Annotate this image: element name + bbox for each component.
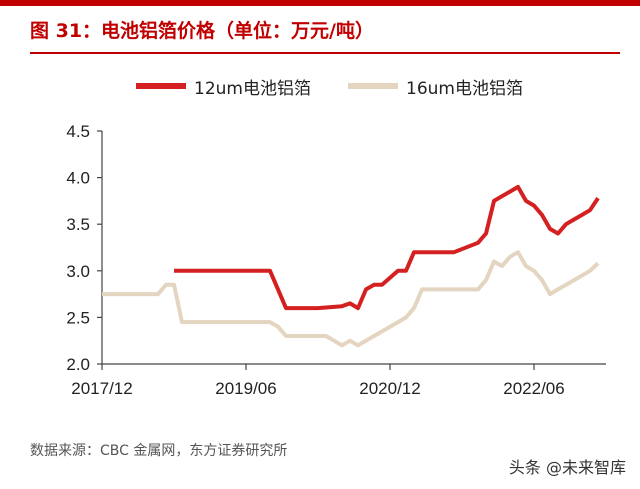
- chart-legend: 12um电池铝箔 16um电池铝箔: [0, 72, 640, 100]
- series-line-16um: [102, 250, 600, 348]
- legend-label-12um: 12um电池铝箔: [194, 78, 311, 99]
- y-tick-label: 4.5: [66, 122, 90, 141]
- legend-swatch-16um: [348, 83, 398, 89]
- x-tick-label: 2017/12: [71, 379, 132, 398]
- chart-title: 图 31：电池铝箔价格（单位：万元/吨）: [30, 20, 374, 42]
- x-tick-label: 2019/06: [215, 379, 276, 398]
- title-underline: [30, 52, 620, 54]
- series-line-12um: [174, 184, 600, 311]
- y-tick-label: 3.5: [66, 215, 90, 234]
- legend-item-12um: 12um电池铝箔: [136, 72, 311, 100]
- top-accent-bar: [0, 0, 640, 6]
- legend-item-16um: 16um电池铝箔: [348, 72, 523, 100]
- legend-swatch-12um: [136, 83, 186, 89]
- series-lines: [102, 184, 600, 348]
- y-tick-label: 2.5: [66, 308, 90, 327]
- x-axis: 2017/12 2019/06 2020/12 2022/06: [71, 363, 606, 398]
- y-axis: 2.0 2.5 3.0 3.5 4.0 4.5: [66, 122, 103, 374]
- y-tick-label: 3.0: [66, 262, 90, 281]
- watermark-text: 头条 @未来智库: [508, 458, 626, 477]
- legend-label-16um: 16um电池铝箔: [406, 78, 523, 99]
- x-tick-label: 2020/12: [359, 379, 420, 398]
- data-source-note: 数据来源：CBC 金属网，东方证券研究所: [30, 443, 288, 459]
- x-tick-label: 2022/06: [503, 379, 564, 398]
- y-tick-label: 2.0: [66, 355, 90, 374]
- y-tick-label: 4.0: [66, 169, 90, 188]
